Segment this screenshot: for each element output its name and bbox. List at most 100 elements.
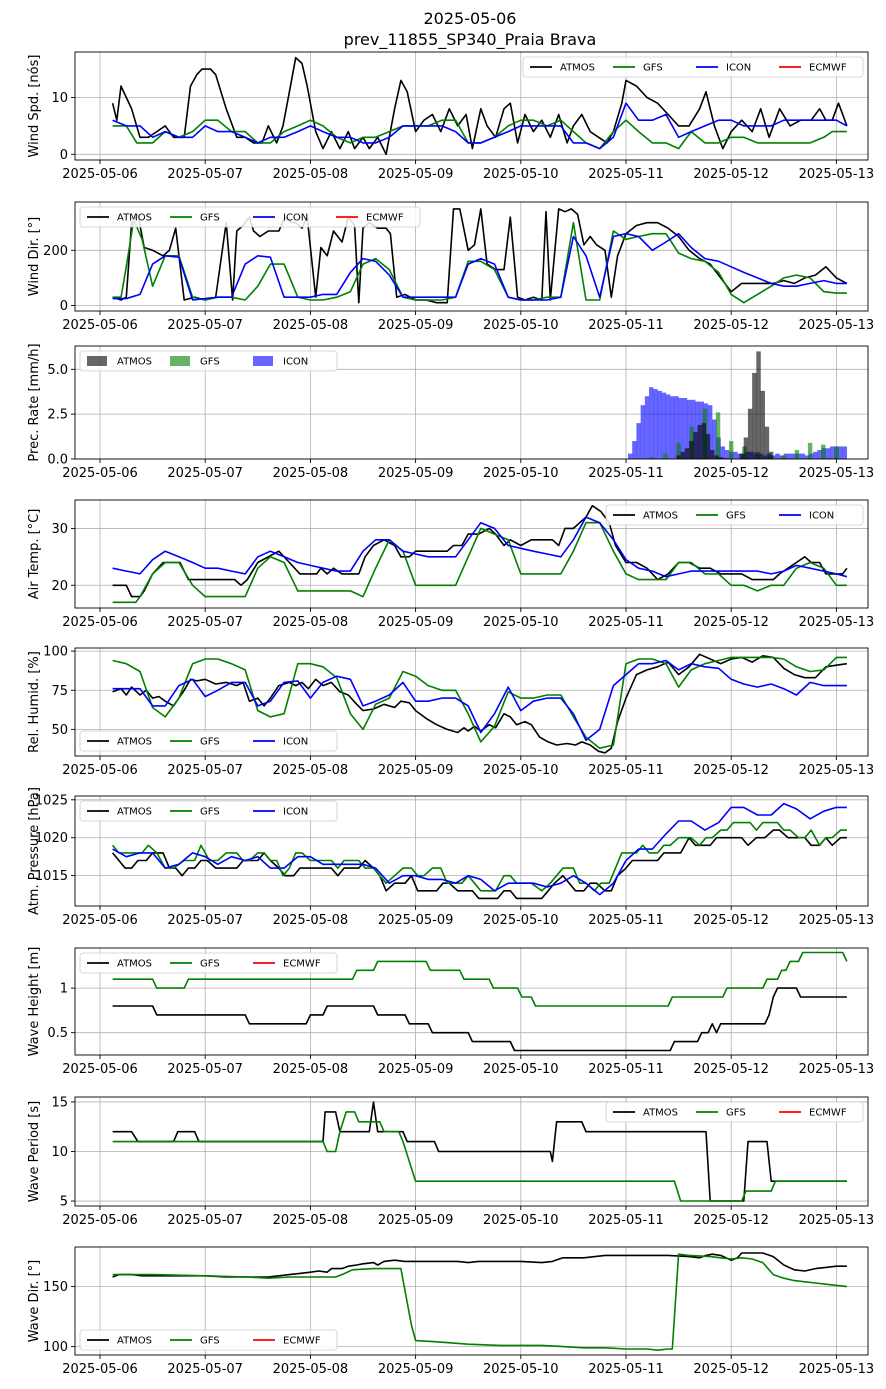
x-tick-label: 2025-05-06	[62, 167, 138, 182]
bar-atmos	[689, 441, 694, 459]
x-tick-label: 2025-05-09	[378, 466, 454, 481]
axes-frame	[74, 201, 869, 312]
legend: ATMOS GFS ICON ECMWF	[522, 56, 864, 78]
plot-area	[112, 504, 848, 604]
x-tick-label: 2025-05-08	[273, 913, 349, 928]
series-line-icon	[112, 802, 847, 896]
series-line-atmos	[112, 653, 848, 754]
y-axis-label: Prec. Rate [mm/h]	[27, 343, 42, 461]
x-tick-label: 2025-05-07	[167, 615, 243, 630]
y-tick-label: 20	[51, 579, 68, 594]
bar-atmos	[739, 453, 744, 459]
x-tick-label: 2025-05-13	[799, 167, 875, 182]
plot-area	[627, 351, 848, 459]
legend-label-atmos: ATMOS	[117, 1336, 152, 1347]
legend-label-atmos: ATMOS	[560, 63, 595, 74]
x-tick-label: 2025-05-08	[273, 615, 349, 630]
series-line-gfs	[112, 1253, 847, 1351]
x-tick-label: 2025-05-12	[693, 1362, 769, 1377]
series-line-icon	[112, 102, 848, 150]
bar-atmos	[710, 450, 715, 459]
series-line-icon	[112, 516, 848, 578]
x-tick-label: 2025-05-11	[588, 615, 664, 630]
y-axis-label: Rel. Humid. [%]	[27, 651, 42, 753]
y-tick-label: 30	[51, 522, 68, 537]
y-tick-label: 0.0	[47, 453, 68, 468]
y-tick-label: 1020	[35, 831, 68, 846]
bar-icon	[678, 398, 683, 459]
plot-area	[111, 56, 848, 156]
chart-panel-4: 2025-05-06 2025-05-07 2025-05-08 2025-05-09…	[27, 499, 875, 630]
bar-icon	[632, 441, 637, 459]
chart-panel-3: 2025-05-06 2025-05-07 2025-05-08 2025-05-09…	[27, 343, 874, 481]
legend-label-atmos: ATMOS	[643, 511, 678, 522]
bar-atmos	[693, 432, 698, 459]
y-tick-label: 15	[51, 1095, 68, 1110]
y-axis-label: Wave Height [m]	[27, 947, 42, 1057]
x-tick-label: 2025-05-13	[799, 1213, 875, 1228]
y-tick-label: 10	[51, 91, 68, 106]
y-tick-label: 0	[60, 148, 68, 163]
x-tick-label: 2025-05-13	[799, 615, 875, 630]
series-line-gfs	[112, 1111, 847, 1202]
bar-icon	[724, 450, 730, 459]
bar-atmos	[718, 457, 723, 459]
x-tick-label: 2025-05-13	[799, 1362, 875, 1377]
x-tick-label: 2025-05-11	[588, 1362, 664, 1377]
x-tick-label: 2025-05-06	[62, 913, 138, 928]
series-line-atmos	[112, 1252, 847, 1278]
plot-area	[112, 951, 848, 1052]
legend-box	[79, 730, 338, 752]
x-tick-label: 2025-05-12	[693, 466, 769, 481]
axes-frame	[74, 1246, 869, 1356]
bar-icon	[657, 390, 662, 459]
x-tick-label: 2025-05-10	[483, 615, 559, 630]
bar-atmos	[701, 423, 707, 459]
bar-atmos	[743, 437, 749, 459]
x-tick-label: 2025-05-06	[62, 1062, 138, 1077]
plot-area	[112, 1252, 847, 1351]
x-tick-label: 2025-05-07	[167, 1213, 243, 1228]
x-tick-label: 2025-05-11	[588, 466, 664, 481]
bar-gfs	[794, 450, 800, 459]
chart-panel-5: 2025-05-06 2025-05-07 2025-05-08 2025-05-09…	[27, 645, 874, 778]
x-tick-label: 2025-05-07	[167, 318, 243, 333]
x-tick-label: 2025-05-12	[693, 1213, 769, 1228]
x-tick-label: 2025-05-09	[378, 1362, 454, 1377]
legend: ATMOS GFS ECMWF	[79, 952, 338, 974]
legend-label-atmos: ATMOS	[117, 959, 152, 970]
x-tick-label: 2025-05-13	[799, 1062, 875, 1077]
legend-label-ecmwf: ECMWF	[283, 959, 321, 970]
x-tick-label: 2025-05-06	[62, 763, 138, 778]
x-tick-label: 2025-05-08	[273, 318, 349, 333]
y-tick-label: 150	[43, 1280, 68, 1295]
bar-icon	[707, 405, 713, 459]
bar-icon	[825, 448, 831, 459]
chart-panel-8: 2025-05-06 2025-05-07 2025-05-08 2025-05-09…	[27, 1095, 874, 1228]
bar-icon	[817, 450, 822, 459]
x-tick-label: 2025-05-11	[588, 167, 664, 182]
x-tick-label: 2025-05-09	[378, 318, 454, 333]
y-tick-label: 2.5	[47, 408, 68, 423]
legend-label-gfs: GFS	[200, 357, 220, 368]
x-tick-label: 2025-05-11	[588, 318, 664, 333]
legend-swatch-gfs	[170, 356, 190, 366]
x-tick-label: 2025-05-07	[167, 763, 243, 778]
x-tick-label: 2025-05-06	[62, 1213, 138, 1228]
x-tick-label: 2025-05-09	[378, 913, 454, 928]
x-tick-label: 2025-05-09	[378, 763, 454, 778]
series-line-gfs	[111, 821, 847, 892]
x-tick-label: 2025-05-13	[799, 466, 875, 481]
legend-box	[522, 56, 864, 78]
axes-frame	[74, 51, 869, 161]
x-tick-label: 2025-05-08	[273, 1213, 349, 1228]
x-tick-label: 2025-05-10	[483, 1362, 559, 1377]
x-tick-label: 2025-05-07	[167, 1062, 243, 1077]
x-tick-label: 2025-05-07	[167, 167, 243, 182]
series-line-icon	[112, 659, 847, 742]
series-line-atmos	[112, 504, 848, 598]
legend: ATMOS GFS ECMWF	[79, 1329, 338, 1351]
bar-icon	[674, 396, 679, 459]
y-tick-label: 1025	[35, 793, 68, 808]
chart-panel-2: 2025-05-06 2025-05-07 2025-05-08 2025-05-09…	[27, 201, 874, 333]
